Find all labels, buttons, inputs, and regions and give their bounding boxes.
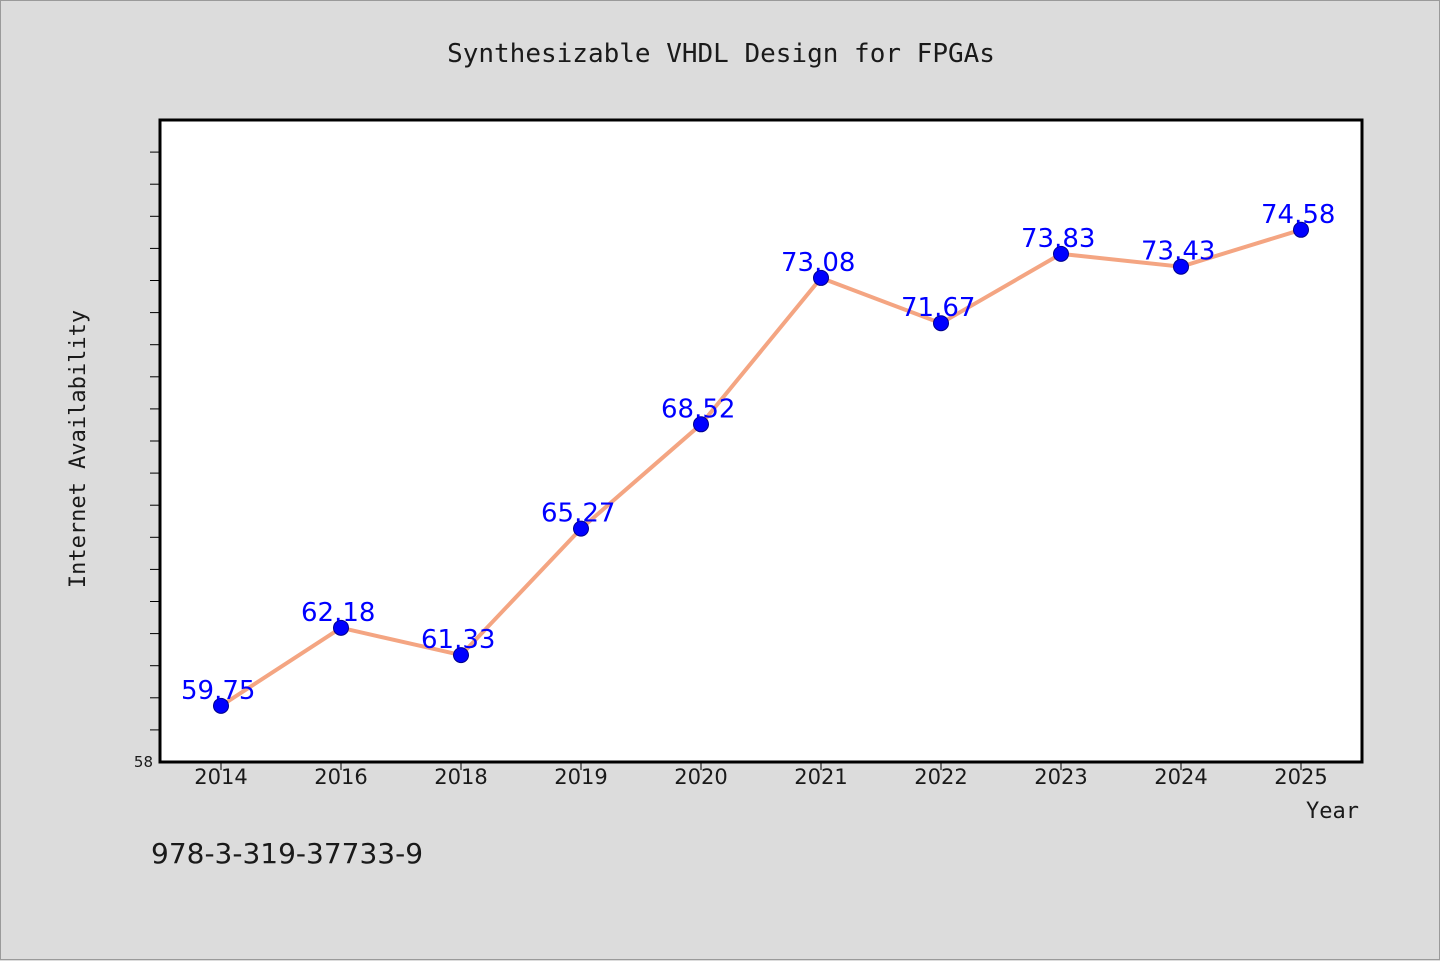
data-label: 71.67 xyxy=(901,293,975,323)
series-layer: 59.75 62.18 61.33 65.27 68.52 73.08 71.67 73.83… xyxy=(181,200,1335,714)
x-tick-label: 2023 xyxy=(1034,765,1087,789)
x-axis-ticks: 2014 2016 2018 2019 2020 2021 2022 2023 2024 2025 xyxy=(194,763,1328,789)
data-point xyxy=(333,619,349,636)
x-tick-label: 2024 xyxy=(1154,765,1207,789)
data-point xyxy=(1053,245,1069,262)
isbn-footer: 978-3-319-37733-9 xyxy=(151,837,423,870)
data-point xyxy=(1173,258,1189,275)
x-tick-label: 2019 xyxy=(554,765,607,789)
data-label: 59.75 xyxy=(181,676,255,706)
data-label: 62.18 xyxy=(301,598,375,628)
data-label: 68.52 xyxy=(661,394,735,424)
x-tick-label: 2014 xyxy=(194,765,247,789)
data-label: 65.27 xyxy=(541,499,615,529)
data-point xyxy=(933,315,949,332)
data-label: 74.58 xyxy=(1261,200,1335,230)
chart-title: Synthesizable VHDL Design for FPGAs xyxy=(447,39,995,69)
data-label: 73.83 xyxy=(1021,224,1095,254)
y-axis-ticks xyxy=(150,151,159,731)
x-tick-label: 2018 xyxy=(434,765,487,789)
x-axis-title: Year xyxy=(1306,799,1359,824)
data-point xyxy=(453,647,469,664)
x-tick-label: 2021 xyxy=(794,765,847,789)
data-label: 61.33 xyxy=(421,625,495,655)
x-tick-label: 2022 xyxy=(914,765,967,789)
data-point xyxy=(573,520,589,537)
x-tick-label: 2025 xyxy=(1274,765,1327,789)
data-label: 73.43 xyxy=(1141,237,1215,267)
y-tick-label: 58 xyxy=(134,753,153,771)
x-tick-label: 2020 xyxy=(674,765,727,789)
plot-area xyxy=(158,118,1364,764)
data-point xyxy=(213,697,229,714)
series-line xyxy=(219,227,1303,708)
data-label: 73.08 xyxy=(781,248,855,278)
x-tick-label: 2016 xyxy=(314,765,367,789)
data-point xyxy=(813,269,829,286)
data-point xyxy=(693,416,709,433)
y-axis-title: Internet Availability xyxy=(66,310,91,588)
data-point xyxy=(1293,221,1309,238)
